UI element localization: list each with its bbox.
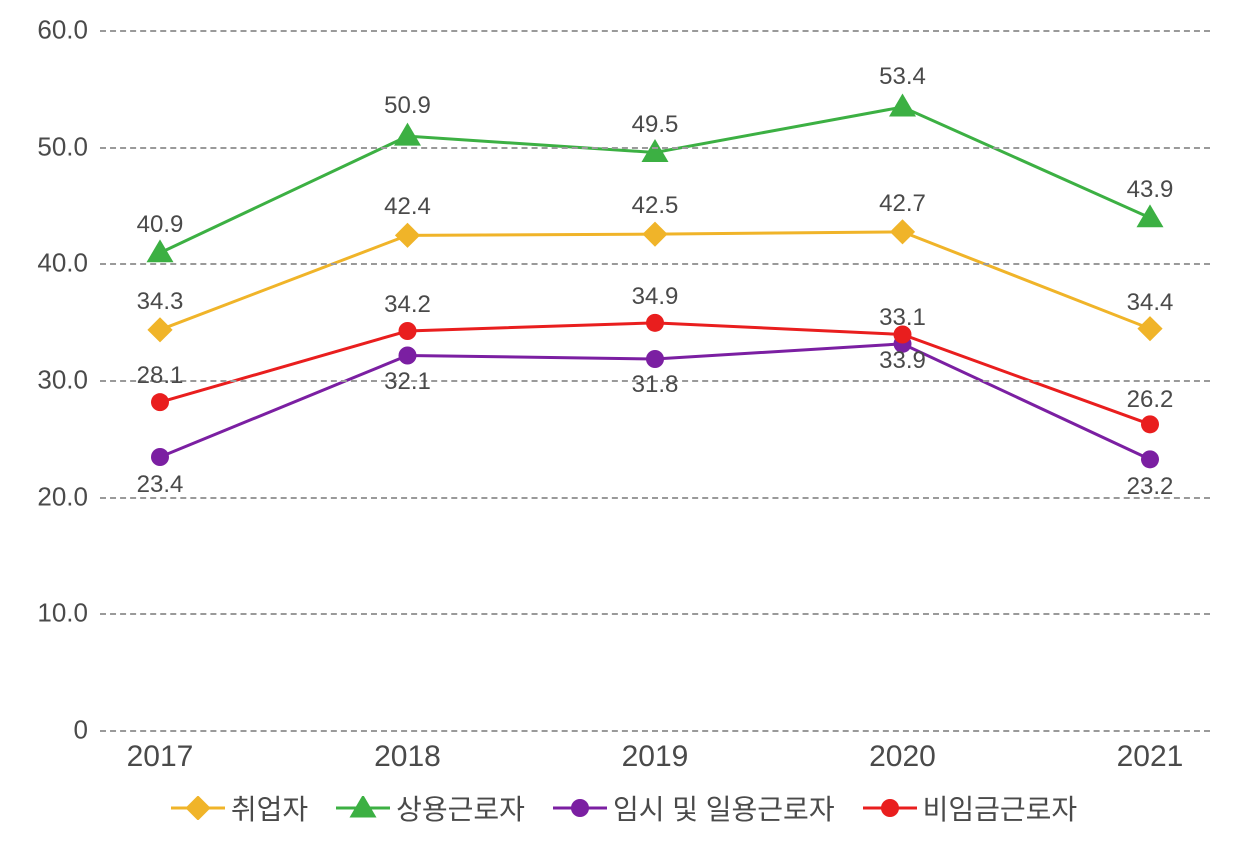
data-label: 42.5	[632, 192, 679, 220]
data-label: 42.7	[879, 190, 926, 218]
xtick-label: 2020	[869, 740, 936, 774]
data-label: 49.5	[632, 111, 679, 139]
data-marker	[1137, 204, 1164, 227]
data-label: 23.2	[1127, 473, 1174, 501]
data-marker	[147, 239, 174, 262]
data-marker	[185, 796, 210, 820]
legend-item-regular: 상용근로자	[336, 788, 525, 828]
data-label: 42.4	[384, 193, 431, 221]
data-label: 26.2	[1127, 386, 1174, 414]
legend-item-temp: 임시 및 일용근로자	[553, 788, 835, 828]
gridline	[100, 730, 1210, 732]
data-label: 40.9	[137, 211, 184, 239]
data-marker	[147, 317, 172, 342]
data-marker	[151, 448, 169, 466]
legend-label: 취업자	[231, 788, 308, 828]
gridline	[100, 147, 1210, 149]
data-label: 31.8	[632, 371, 679, 399]
xtick-label: 2017	[127, 740, 194, 774]
xtick-label: 2019	[622, 740, 689, 774]
legend-marker-icon	[171, 796, 225, 820]
data-label: 28.1	[137, 362, 184, 390]
legend-item-employed: 취업자	[171, 788, 308, 828]
data-label: 34.4	[1127, 289, 1174, 317]
data-label: 50.9	[384, 92, 431, 120]
ytick-label: 20.0	[18, 481, 88, 512]
data-label: 33.9	[879, 347, 926, 375]
ytick-label: 30.0	[18, 365, 88, 396]
data-label: 34.3	[137, 288, 184, 316]
data-label: 34.2	[384, 291, 431, 319]
data-marker	[1141, 450, 1159, 468]
data-marker	[151, 393, 169, 411]
data-label: 34.9	[632, 283, 679, 311]
gridline	[100, 263, 1210, 265]
legend-label: 비임금근로자	[923, 788, 1078, 828]
line-chart: 취업자 상용근로자 임시 및 일용근로자 비임금근로자 0 10.0 20.0 30.0 40…	[20, 20, 1228, 826]
data-marker	[571, 799, 589, 817]
gridline	[100, 30, 1210, 32]
legend-marker-icon	[336, 796, 390, 820]
ytick-label: 60.0	[18, 15, 88, 46]
ytick-label: 10.0	[18, 598, 88, 629]
gridline	[100, 497, 1210, 499]
legend-marker-icon	[553, 796, 607, 820]
data-label: 53.4	[879, 63, 926, 91]
ytick-label: 40.0	[18, 248, 88, 279]
data-label: 23.4	[137, 471, 184, 499]
data-marker	[1141, 415, 1159, 433]
data-marker	[642, 222, 667, 247]
legend-label: 임시 및 일용근로자	[613, 788, 835, 828]
data-marker	[399, 322, 417, 340]
ytick-label: 0	[18, 715, 88, 746]
legend: 취업자 상용근로자 임시 및 일용근로자 비임금근로자	[20, 788, 1228, 828]
legend-marker-icon	[863, 796, 917, 820]
xtick-label: 2018	[374, 740, 441, 774]
data-marker	[890, 219, 915, 244]
data-marker	[881, 799, 899, 817]
data-marker	[646, 314, 664, 332]
data-marker	[394, 123, 421, 146]
xtick-label: 2021	[1117, 740, 1184, 774]
data-marker	[646, 350, 664, 368]
data-label: 43.9	[1127, 176, 1174, 204]
data-marker	[399, 347, 417, 365]
data-marker	[889, 94, 916, 117]
data-marker	[1137, 316, 1162, 341]
ytick-label: 50.0	[18, 131, 88, 162]
legend-item-nonwage: 비임금근로자	[863, 788, 1078, 828]
legend-label: 상용근로자	[396, 788, 525, 828]
gridline	[100, 613, 1210, 615]
data-marker	[395, 223, 420, 248]
data-label: 33.1	[879, 304, 926, 332]
data-label: 32.1	[384, 368, 431, 396]
